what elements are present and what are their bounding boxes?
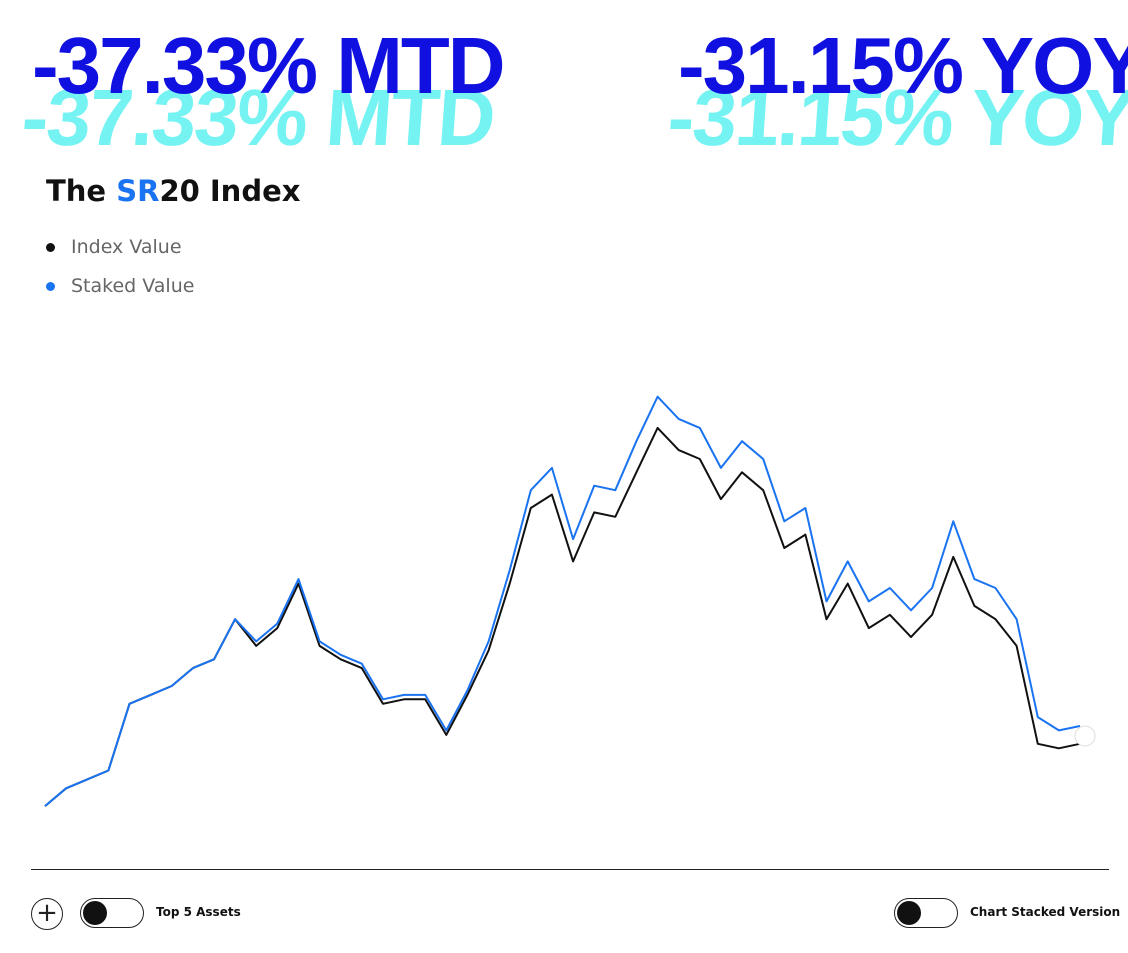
legend-label: Index Value — [71, 236, 182, 258]
toggle-label: Chart Stacked Version — [970, 905, 1121, 919]
toggle-label: Top 5 Assets — [156, 905, 241, 919]
legend-dot — [46, 242, 55, 252]
legend-label: Staked Value — [71, 275, 195, 297]
title-prefix: The — [46, 174, 107, 208]
yoy-metric: -31.15% YOY — [678, 21, 1128, 110]
title-suffix: 20 Index — [159, 174, 301, 208]
mtd-metric: -37.33% MTD — [32, 21, 505, 110]
legend-item: Staked Value — [46, 275, 194, 297]
legend-dot — [46, 281, 55, 291]
top5-toggle[interactable] — [80, 898, 144, 928]
series-line — [44, 395, 1081, 807]
title-highlight: SR — [116, 174, 160, 208]
chart — [44, 395, 1096, 807]
series-line — [44, 426, 1081, 807]
end-marker — [1074, 725, 1096, 747]
chart-title: The SR20 Index — [46, 174, 300, 208]
divider — [31, 869, 1109, 870]
add-button[interactable]: + — [31, 898, 63, 930]
stacked-toggle[interactable] — [894, 898, 958, 928]
legend-item: Index Value — [46, 236, 182, 258]
